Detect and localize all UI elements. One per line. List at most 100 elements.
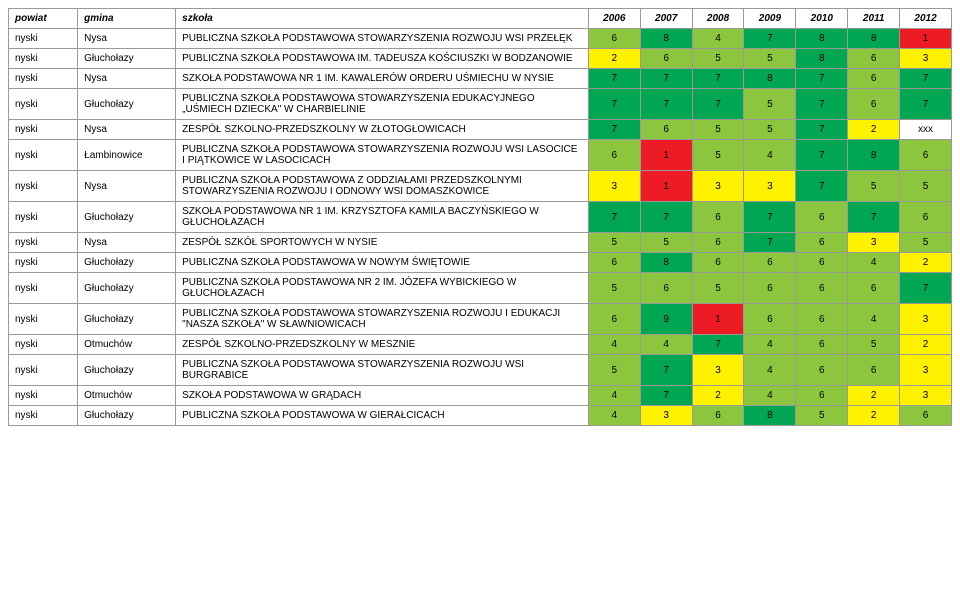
cell-szkola: PUBLICZNA SZKOŁA PODSTAWOWA NR 2 IM. JÓZ… xyxy=(176,273,589,304)
table-row: nyskiGłuchołazyPUBLICZNA SZKOŁA PODSTAWO… xyxy=(9,253,952,273)
cell-value: 8 xyxy=(796,49,848,69)
cell-value: 7 xyxy=(796,140,848,171)
cell-value: 3 xyxy=(588,171,640,202)
header-year-2009: 2009 xyxy=(744,9,796,29)
table-row: nyskiNysaZESPÓŁ SZKOLNO-PRZEDSZKOLNY W Z… xyxy=(9,120,952,140)
cell-szkola: PUBLICZNA SZKOŁA PODSTAWOWA STOWARZYSZEN… xyxy=(176,355,589,386)
cell-value: 6 xyxy=(692,406,744,426)
cell-gmina: Otmuchów xyxy=(78,386,176,406)
cell-value: 5 xyxy=(848,335,900,355)
table-row: nyskiNysaSZKOŁA PODSTAWOWA NR 1 IM. KAWA… xyxy=(9,69,952,89)
cell-value: 5 xyxy=(588,233,640,253)
cell-value: 5 xyxy=(848,171,900,202)
cell-value: 6 xyxy=(692,233,744,253)
cell-value: 7 xyxy=(744,233,796,253)
cell-value: 1 xyxy=(640,140,692,171)
cell-value: 3 xyxy=(900,355,952,386)
cell-value: 6 xyxy=(900,406,952,426)
cell-gmina: Głuchołazy xyxy=(78,273,176,304)
cell-szkola: PUBLICZNA SZKOŁA PODSTAWOWA STOWARZYSZEN… xyxy=(176,29,589,49)
cell-value: 8 xyxy=(848,140,900,171)
cell-value: 5 xyxy=(692,273,744,304)
cell-value: 6 xyxy=(588,29,640,49)
cell-value: 4 xyxy=(744,386,796,406)
cell-value: 6 xyxy=(588,140,640,171)
table-row: nyskiGłuchołazyPUBLICZNA SZKOŁA PODSTAWO… xyxy=(9,49,952,69)
table-row: nyskiGłuchołazySZKOŁA PODSTAWOWA NR 1 IM… xyxy=(9,202,952,233)
cell-value: 5 xyxy=(588,273,640,304)
cell-value: 6 xyxy=(640,273,692,304)
table-row: nyskiGłuchołazyPUBLICZNA SZKOŁA PODSTAWO… xyxy=(9,273,952,304)
cell-gmina: Głuchołazy xyxy=(78,406,176,426)
header-year-2008: 2008 xyxy=(692,9,744,29)
cell-powiat: nyski xyxy=(9,233,78,253)
cell-value: 6 xyxy=(796,304,848,335)
cell-szkola: ZESPÓŁ SZKOLNO-PRZEDSZKOLNY W MESZNIE xyxy=(176,335,589,355)
cell-value: 3 xyxy=(900,304,952,335)
cell-powiat: nyski xyxy=(9,355,78,386)
cell-value: 2 xyxy=(848,406,900,426)
cell-value: 7 xyxy=(796,120,848,140)
header-szkola: szkoła xyxy=(176,9,589,29)
table-row: nyskiOtmuchówSZKOŁA PODSTAWOWA W GRĄDACH… xyxy=(9,386,952,406)
cell-value: 3 xyxy=(640,406,692,426)
cell-powiat: nyski xyxy=(9,202,78,233)
table-row: nyskiGłuchołazyPUBLICZNA SZKOŁA PODSTAWO… xyxy=(9,89,952,120)
cell-value: 3 xyxy=(848,233,900,253)
cell-value: 4 xyxy=(848,253,900,273)
cell-value: 6 xyxy=(588,253,640,273)
cell-value: 6 xyxy=(692,202,744,233)
cell-szkola: PUBLICZNA SZKOŁA PODSTAWOWA W GIERAŁCICA… xyxy=(176,406,589,426)
cell-szkola: SZKOŁA PODSTAWOWA NR 1 IM. KAWALERÓW ORD… xyxy=(176,69,589,89)
cell-value: 8 xyxy=(848,29,900,49)
table-row: nyskiGłuchołazyPUBLICZNA SZKOŁA PODSTAWO… xyxy=(9,406,952,426)
table-header: powiat gmina szkoła 2006 2007 2008 2009 … xyxy=(9,9,952,29)
cell-value: 2 xyxy=(848,120,900,140)
cell-value: 3 xyxy=(692,355,744,386)
cell-szkola: SZKOŁA PODSTAWOWA W GRĄDACH xyxy=(176,386,589,406)
cell-powiat: nyski xyxy=(9,253,78,273)
cell-value: 7 xyxy=(640,202,692,233)
header-gmina: gmina xyxy=(78,9,176,29)
cell-powiat: nyski xyxy=(9,304,78,335)
cell-value: xxx xyxy=(900,120,952,140)
header-year-2010: 2010 xyxy=(796,9,848,29)
cell-gmina: Nysa xyxy=(78,69,176,89)
cell-value: 2 xyxy=(848,386,900,406)
cell-value: 2 xyxy=(588,49,640,69)
cell-value: 6 xyxy=(848,89,900,120)
header-powiat: powiat xyxy=(9,9,78,29)
cell-value: 6 xyxy=(796,202,848,233)
cell-value: 6 xyxy=(640,120,692,140)
cell-szkola: SZKOŁA PODSTAWOWA NR 1 IM. KRZYSZTOFA KA… xyxy=(176,202,589,233)
cell-powiat: nyski xyxy=(9,406,78,426)
cell-value: 4 xyxy=(848,304,900,335)
cell-powiat: nyski xyxy=(9,49,78,69)
cell-value: 7 xyxy=(796,89,848,120)
table-row: nyskiOtmuchówZESPÓŁ SZKOLNO-PRZEDSZKOLNY… xyxy=(9,335,952,355)
cell-value: 6 xyxy=(692,253,744,273)
cell-value: 2 xyxy=(692,386,744,406)
cell-szkola: PUBLICZNA SZKOŁA PODSTAWOWA Z ODDZIAŁAMI… xyxy=(176,171,589,202)
cell-value: 6 xyxy=(848,355,900,386)
cell-value: 6 xyxy=(848,273,900,304)
cell-value: 7 xyxy=(848,202,900,233)
cell-value: 7 xyxy=(692,69,744,89)
cell-powiat: nyski xyxy=(9,29,78,49)
cell-value: 7 xyxy=(588,202,640,233)
cell-value: 6 xyxy=(796,233,848,253)
cell-value: 7 xyxy=(796,69,848,89)
cell-value: 5 xyxy=(796,406,848,426)
cell-value: 7 xyxy=(744,29,796,49)
cell-gmina: Nysa xyxy=(78,171,176,202)
cell-gmina: Nysa xyxy=(78,120,176,140)
cell-gmina: Otmuchów xyxy=(78,335,176,355)
cell-value: 7 xyxy=(588,69,640,89)
cell-gmina: Głuchołazy xyxy=(78,304,176,335)
table-row: nyskiNysaPUBLICZNA SZKOŁA PODSTAWOWA STO… xyxy=(9,29,952,49)
cell-value: 1 xyxy=(640,171,692,202)
cell-value: 6 xyxy=(796,386,848,406)
cell-value: 5 xyxy=(744,89,796,120)
cell-gmina: Głuchołazy xyxy=(78,253,176,273)
header-year-2007: 2007 xyxy=(640,9,692,29)
